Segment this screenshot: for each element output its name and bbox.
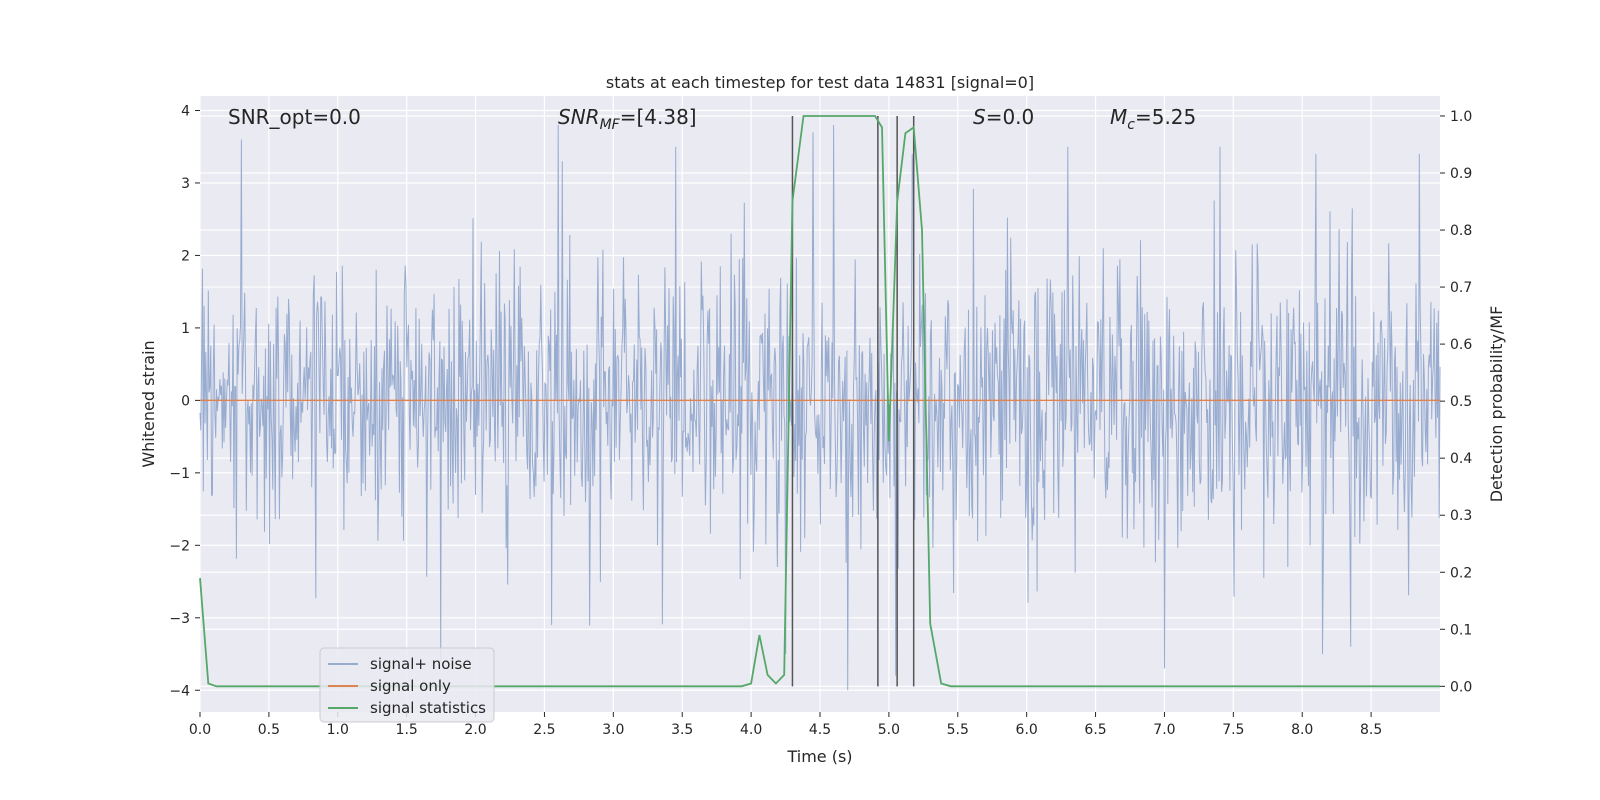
axes: 0.0 0.5 1.0 1.5 2.0 2.5 3.0 3.5 4.0 4.5 5.0 5.5 6.0 6… [169, 103, 1472, 738]
y-tick-label: −2 [169, 538, 190, 554]
x-tick-label: 7.0 [1153, 722, 1175, 738]
y-tick-label: −4 [169, 683, 190, 699]
x-tick-label: 3.5 [671, 722, 693, 738]
x-tick-label: 6.5 [1084, 722, 1106, 738]
annotation-snr-opt: SNR_opt=0.0 [228, 105, 361, 129]
x-tick-label: 2.5 [533, 722, 555, 738]
y-tick-label: 0 [181, 393, 190, 409]
y2-tick-label: 0.9 [1450, 166, 1472, 182]
legend-label-signal-only: signal only [370, 677, 451, 695]
x-tick-label: 1.0 [327, 722, 349, 738]
annotation-mc: Mc=5.25 [1110, 105, 1196, 133]
y2-tick-label: 0.7 [1450, 280, 1472, 296]
x-tick-label: 0.0 [189, 722, 211, 738]
annotation-snr-mf: SNRMF=[4.38] [558, 105, 697, 133]
chart-title: stats at each timestep for test data 148… [606, 73, 1034, 92]
y2-tick-label: 0.1 [1450, 622, 1472, 638]
y2-tick-label: 1.0 [1450, 109, 1472, 125]
x-tick-label: 7.5 [1222, 722, 1244, 738]
y-tick-label: 3 [181, 176, 190, 192]
x-tick-label: 0.5 [258, 722, 280, 738]
y-axis-label: Whitened strain [139, 340, 158, 467]
y-tick-label: −3 [169, 611, 190, 627]
legend-label-signal-noise: signal+ noise [370, 655, 472, 673]
y-tick-label: 1 [181, 321, 190, 337]
legend-label-signal-statistics: signal statistics [370, 699, 486, 717]
x-tick-label: 4.0 [740, 722, 762, 738]
y-tick-label: 4 [181, 103, 190, 119]
x-tick-label: 5.0 [878, 722, 900, 738]
legend: signal+ noise signal only signal statist… [319, 647, 495, 723]
y2-tick-label: 0.4 [1450, 451, 1472, 467]
y2-tick-label: 0.6 [1450, 337, 1472, 353]
y-tick-label: −1 [169, 466, 190, 482]
series-signal-noise [199, 124, 1441, 691]
y-tick-label: 2 [181, 248, 190, 264]
y2-axis-label: Detection probability/MF [1487, 306, 1506, 503]
x-tick-label: 5.5 [947, 722, 969, 738]
x-tick-label: 8.0 [1291, 722, 1313, 738]
annotation-s: S=0.0 [973, 105, 1034, 129]
x-tick-label: 8.5 [1360, 722, 1382, 738]
x-tick-label: 4.5 [809, 722, 831, 738]
x-tick-label: 3.0 [602, 722, 624, 738]
line-signal-noise [199, 124, 1441, 691]
x-tick-label: 2.0 [464, 722, 486, 738]
x-tick-label: 1.5 [396, 722, 418, 738]
y2-tick-label: 0.0 [1450, 679, 1472, 695]
y2-tick-label: 0.8 [1450, 223, 1472, 239]
y2-tick-label: 0.3 [1450, 508, 1472, 524]
y2-tick-label: 0.5 [1450, 394, 1472, 410]
x-axis-label: Time (s) [786, 747, 852, 766]
legend-box [319, 647, 495, 723]
x-tick-label: 6.0 [1016, 722, 1038, 738]
y2-tick-label: 0.2 [1450, 565, 1472, 581]
